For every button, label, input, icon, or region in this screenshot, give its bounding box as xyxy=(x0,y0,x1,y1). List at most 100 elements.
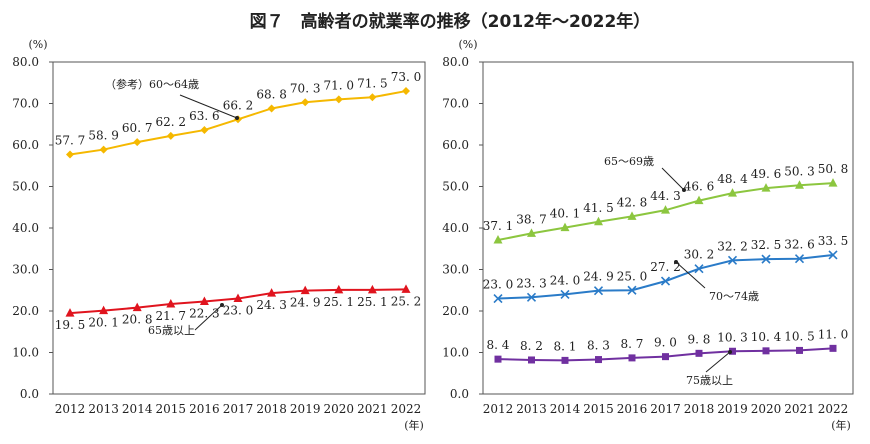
x-tick-label: 2014 xyxy=(550,402,581,416)
data-point xyxy=(300,285,310,295)
data-point xyxy=(727,255,738,265)
chart-title: 図７ 高齢者の就業率の推移（2012年～2022年） xyxy=(250,11,651,32)
x-tick-label: 2016 xyxy=(617,402,648,416)
x-tick-label: 2015 xyxy=(156,402,187,416)
data-label: 71. 0 xyxy=(324,78,355,92)
y-tick-label: 20.0 xyxy=(12,304,39,318)
data-point xyxy=(595,356,602,364)
y-tick-label: 30.0 xyxy=(442,263,469,277)
data-point xyxy=(402,87,410,96)
x-axis-label: (年) xyxy=(404,418,424,432)
data-label: 24. 0 xyxy=(550,273,581,287)
data-label: 32. 2 xyxy=(717,239,748,253)
data-point xyxy=(334,95,343,104)
x-tick-label: 2016 xyxy=(189,402,220,416)
data-label: 25. 1 xyxy=(357,295,388,309)
x-tick-label: 2019 xyxy=(717,402,748,416)
x-tick-label: 2017 xyxy=(650,402,681,416)
data-label: 8. 2 xyxy=(520,339,543,353)
data-label: 10. 5 xyxy=(784,329,815,343)
series-annotation: （参考）60～64歳 xyxy=(105,77,199,91)
data-label: 20. 8 xyxy=(122,313,153,327)
arrow-head xyxy=(674,260,678,264)
data-point xyxy=(267,288,277,297)
data-label: 24. 9 xyxy=(290,296,321,310)
data-point xyxy=(828,250,838,260)
data-point xyxy=(199,296,209,305)
data-point xyxy=(334,284,344,294)
data-label: 24. 9 xyxy=(583,270,614,284)
arrow-head xyxy=(682,188,686,192)
data-label: 19. 5 xyxy=(55,318,86,332)
y-tick-label: 30.0 xyxy=(12,263,39,277)
data-label: 38. 7 xyxy=(516,212,547,226)
annotation-arrow xyxy=(179,94,238,119)
data-label: 63. 6 xyxy=(189,109,220,123)
data-point xyxy=(795,180,804,189)
data-point xyxy=(662,353,669,361)
data-point xyxy=(728,188,737,197)
data-point xyxy=(301,98,310,107)
data-label: 25. 1 xyxy=(324,295,355,309)
x-tick-label: 2022 xyxy=(391,402,422,416)
data-label: 58. 9 xyxy=(88,129,119,143)
data-label: 30. 2 xyxy=(684,248,715,262)
x-tick-label: 2019 xyxy=(290,402,321,416)
data-point xyxy=(133,138,142,147)
data-label: 9. 0 xyxy=(654,336,677,350)
data-point xyxy=(368,93,377,102)
series-annotation: 65～69歳 xyxy=(604,155,654,168)
data-point xyxy=(65,308,75,317)
annotation-arrow xyxy=(675,261,706,289)
series-annotation: 65歳以上 xyxy=(148,324,195,337)
data-point xyxy=(794,254,805,264)
x-tick-label: 2021 xyxy=(357,402,388,416)
data-point xyxy=(729,347,736,355)
data-point xyxy=(695,349,703,357)
data-point xyxy=(66,150,74,159)
y-tick-label: 40.0 xyxy=(12,221,39,235)
x-tick-label: 2020 xyxy=(324,402,355,416)
data-label: 25. 0 xyxy=(617,269,648,283)
data-point xyxy=(761,183,771,192)
data-point xyxy=(99,145,108,154)
arrow-head xyxy=(220,303,224,307)
data-point xyxy=(367,284,377,294)
data-point xyxy=(560,222,570,232)
annotation-arrow xyxy=(661,167,685,191)
series-annotation: 70～74歳 xyxy=(709,290,759,303)
x-tick-label: 2013 xyxy=(516,402,547,416)
y-tick-label: 80.0 xyxy=(442,55,469,69)
data-label: 23. 0 xyxy=(483,278,514,292)
data-point xyxy=(796,346,803,354)
data-point xyxy=(561,356,569,364)
data-label: 44. 3 xyxy=(650,189,681,203)
x-tick-label: 2022 xyxy=(818,402,849,416)
data-point xyxy=(166,298,176,308)
data-label: 40. 1 xyxy=(550,207,581,221)
y-tick-label: 0.0 xyxy=(450,387,469,401)
annotation-arrow xyxy=(705,351,731,373)
x-tick-label: 2013 xyxy=(88,402,119,416)
data-label: 68. 8 xyxy=(256,87,287,101)
data-label: 21. 7 xyxy=(156,309,187,323)
data-label: 27. 2 xyxy=(650,260,681,274)
data-point xyxy=(829,344,837,352)
x-tick-label: 2012 xyxy=(483,402,514,416)
data-point xyxy=(627,285,637,295)
data-point xyxy=(594,216,603,226)
annotation-arrow xyxy=(194,304,223,331)
data-point xyxy=(132,302,142,312)
data-point xyxy=(694,195,704,205)
data-point xyxy=(200,126,209,135)
data-point xyxy=(560,289,570,299)
data-point xyxy=(233,293,243,303)
y-tick-label: 50.0 xyxy=(12,180,39,194)
data-point xyxy=(761,254,771,264)
data-point xyxy=(762,347,770,355)
series-annotation: 75歳以上 xyxy=(686,374,733,387)
data-label: 37. 1 xyxy=(483,219,514,233)
data-label: 46. 6 xyxy=(684,180,715,194)
data-point xyxy=(660,276,671,286)
